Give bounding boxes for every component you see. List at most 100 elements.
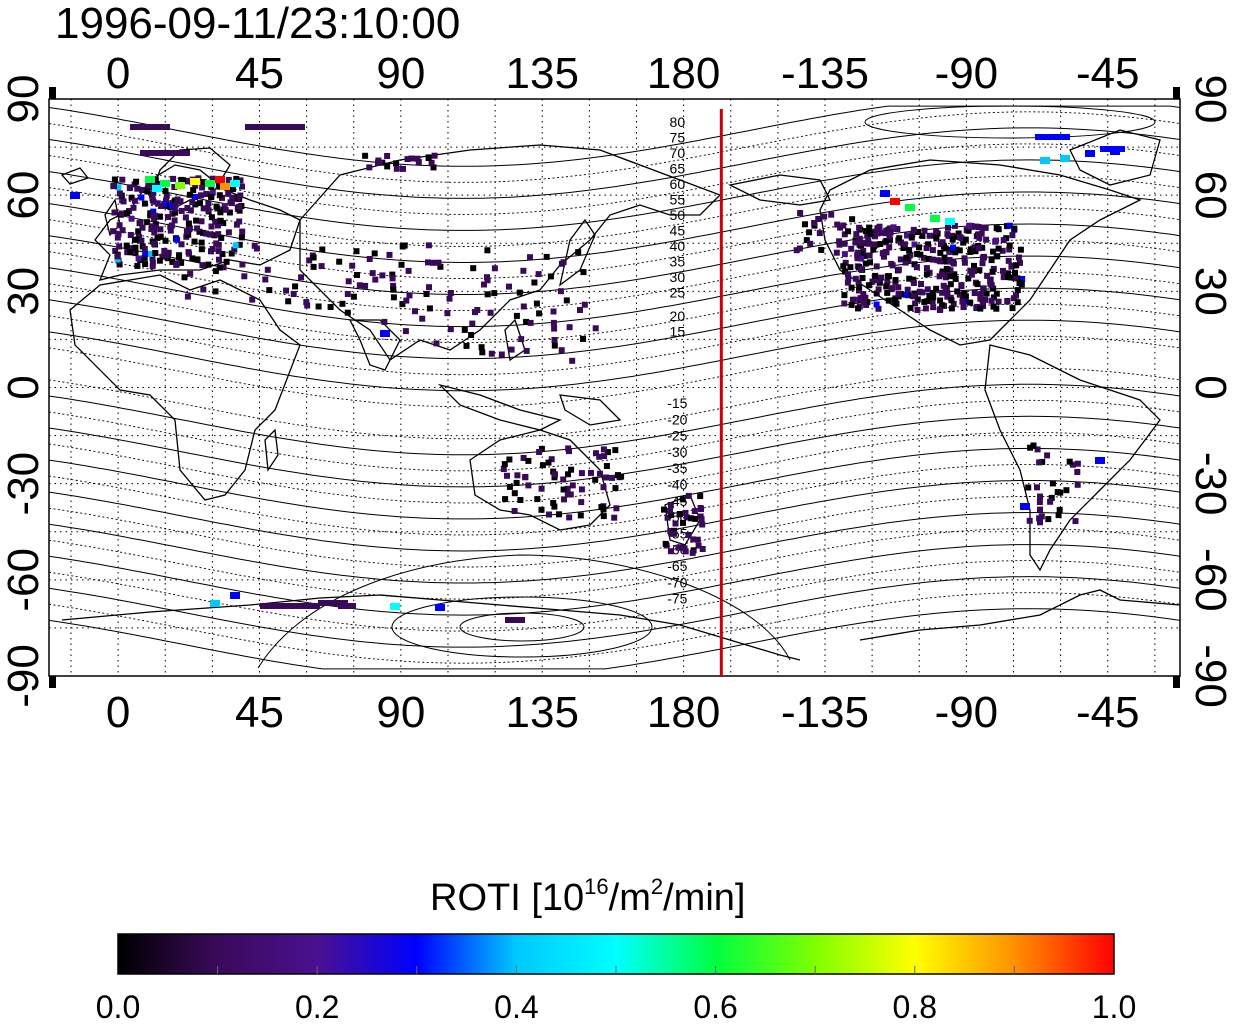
contour-label: -25 <box>667 428 687 444</box>
roti-cell <box>955 230 962 237</box>
roti-cell <box>887 236 893 243</box>
roti-cell <box>990 303 997 310</box>
roti-cell <box>185 249 192 256</box>
roti-cell <box>862 260 869 267</box>
roti-cell <box>855 305 861 312</box>
roti-cell <box>461 326 468 333</box>
roti-cell <box>315 303 322 310</box>
roti-cell <box>995 245 1002 252</box>
roti-cell <box>934 257 941 264</box>
roti-cell <box>890 224 897 231</box>
roti-cell <box>232 242 239 249</box>
roti-cell <box>303 299 310 306</box>
roti-cell-high <box>1095 457 1105 464</box>
roti-cell <box>161 247 168 254</box>
roti-cell <box>558 260 565 267</box>
roti-cell <box>190 187 197 194</box>
roti-cell <box>698 506 704 512</box>
roti-cell <box>406 292 413 299</box>
roti-cell <box>907 304 914 311</box>
roti-cell <box>447 290 454 296</box>
roti-cell <box>1034 484 1040 491</box>
left-lat-tick-label: -60 <box>0 548 48 612</box>
timestamp-title: 1996-09-11/23:10:00 <box>55 0 460 48</box>
roti-cell <box>944 290 951 297</box>
roti-cell <box>930 294 937 301</box>
roti-cell <box>858 266 864 273</box>
roti-cell-high <box>1040 157 1050 164</box>
roti-cell-high <box>905 204 915 211</box>
roti-cell <box>1048 494 1055 501</box>
roti-cell <box>139 187 146 194</box>
coastline-india <box>348 319 401 371</box>
roti-cell <box>154 180 161 187</box>
roti-cell <box>566 514 573 521</box>
roti-cell <box>879 229 886 236</box>
roti-cell <box>910 276 917 283</box>
roti-cell <box>1006 222 1013 229</box>
roti-cell <box>115 231 122 238</box>
roti-cell <box>339 300 346 307</box>
roti-cell <box>399 243 406 250</box>
roti-cell <box>618 473 625 480</box>
roti-cell <box>941 258 948 265</box>
contour-label: -75 <box>667 591 687 607</box>
roti-cell <box>910 226 917 233</box>
roti-cell <box>1066 458 1073 465</box>
roti-cell <box>908 234 915 241</box>
roti-cell <box>933 234 940 241</box>
roti-cell <box>965 275 972 282</box>
roti-cell <box>924 286 931 293</box>
north-pole-contour <box>864 105 1156 139</box>
roti-cell <box>237 177 244 184</box>
roti-cell <box>548 456 555 463</box>
roti-cell <box>133 178 140 185</box>
roti-cell-strip <box>338 603 356 609</box>
roti-cell <box>128 194 135 201</box>
roti-cell <box>947 281 954 288</box>
roti-cell <box>118 210 125 217</box>
roti-cell <box>910 280 917 286</box>
roti-cell <box>988 297 995 304</box>
roti-cell <box>197 200 203 207</box>
roti-cell <box>836 238 843 245</box>
roti-cell <box>185 231 192 238</box>
roti-cell <box>569 357 576 364</box>
roti-cell <box>1019 276 1026 282</box>
roti-cell <box>946 249 953 255</box>
roti-cell <box>219 251 226 258</box>
roti-cell <box>588 469 594 476</box>
roti-cell <box>887 229 894 236</box>
top-lon-tick-label: 180 <box>647 49 720 98</box>
roti-cell <box>875 305 882 312</box>
bottom-longitude-tick-labels: 0 45 90 135 180 -135 -90 -45 <box>103 669 1140 737</box>
roti-cell <box>344 309 351 316</box>
roti-cell <box>889 262 896 269</box>
roti-cell <box>135 255 142 262</box>
colorbar-tick-label: 1.0 <box>1092 989 1136 1024</box>
left-lat-tick-label: 30 <box>0 267 48 316</box>
roti-cell <box>939 302 946 309</box>
roti-cell <box>412 308 418 315</box>
roti-cell <box>929 298 936 305</box>
roti-cell-high <box>145 176 155 183</box>
roti-cell <box>527 319 534 326</box>
roti-cell <box>923 271 930 278</box>
roti-cell <box>566 324 573 331</box>
roti-cell <box>501 461 508 468</box>
roti-cell <box>187 207 194 214</box>
roti-cell-high <box>230 180 240 187</box>
roti-cell <box>977 291 984 298</box>
contour-label: -20 <box>667 411 687 427</box>
colorbar-tick-label: 0.2 <box>295 989 339 1024</box>
roti-cell <box>189 255 196 262</box>
roti-cell <box>551 503 558 510</box>
roti-cell <box>384 163 391 170</box>
roti-cell <box>679 496 686 503</box>
roti-cell <box>961 255 968 262</box>
roti-cell <box>111 176 118 183</box>
right-lat-tick-label: 30 <box>1186 267 1235 316</box>
roti-cell <box>971 244 978 251</box>
roti-cell <box>567 491 574 498</box>
roti-cell <box>882 230 889 237</box>
